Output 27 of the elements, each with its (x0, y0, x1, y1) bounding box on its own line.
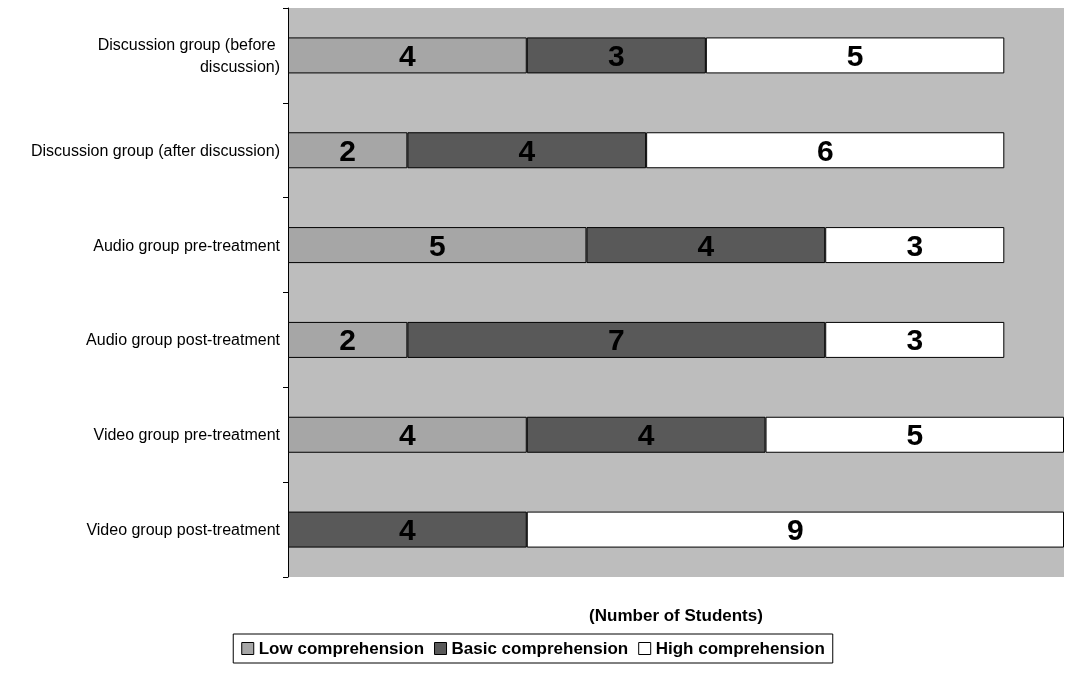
data-label: 3 (607, 38, 625, 72)
data-label: 7 (607, 323, 625, 357)
y-tick-label: Audio group post-treatment (86, 331, 281, 349)
data-label: 4 (697, 228, 715, 262)
y-tick-label: Video group pre-treatment (93, 426, 281, 444)
data-label: 2 (339, 323, 357, 357)
data-label: 4 (518, 133, 536, 167)
data-label: 2 (339, 133, 357, 167)
data-label: 3 (906, 228, 924, 262)
data-label: 3 (906, 323, 924, 357)
y-tick-label: Video group post-treatment (86, 521, 281, 539)
legend-label: Low comprehension (258, 639, 425, 658)
legend-label: High comprehension (655, 639, 825, 658)
data-label: 4 (399, 38, 417, 72)
data-label: 5 (906, 418, 924, 452)
y-tick-label: Discussion group (after discussion) (31, 141, 280, 159)
data-label: 5 (846, 38, 864, 72)
y-tick-label: Audio group pre-treatment (93, 236, 281, 254)
data-label: 4 (399, 513, 417, 547)
x-axis-title: (Number of Students) (589, 606, 763, 625)
data-label: 9 (787, 513, 804, 547)
data-label: 4 (399, 418, 417, 452)
data-label: 6 (816, 133, 834, 167)
y-tick-label: Discussion group (before discussion) (97, 35, 280, 75)
legend-label: Basic comprehension (451, 639, 629, 658)
data-label: 4 (637, 418, 655, 452)
data-label: 5 (428, 228, 446, 262)
